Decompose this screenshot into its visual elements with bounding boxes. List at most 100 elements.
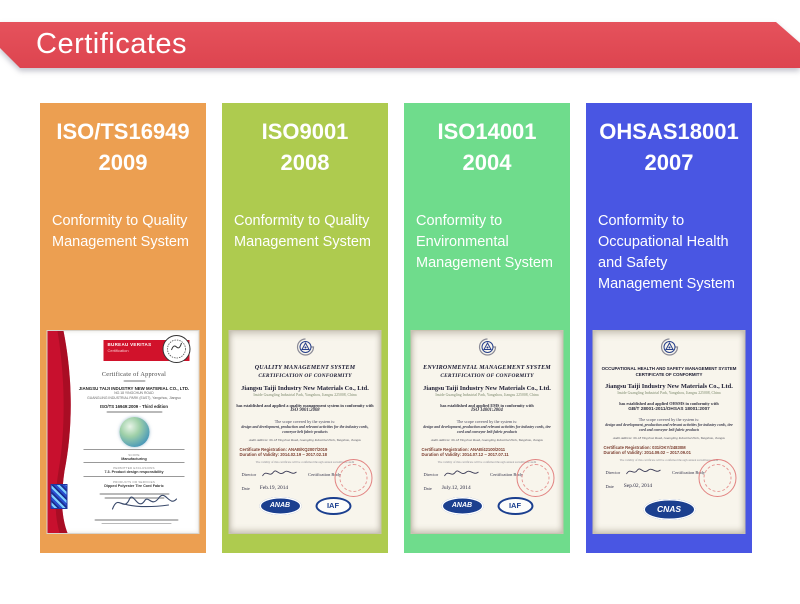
- cnas-logo: CNAS: [643, 499, 695, 521]
- validity-note: The validity of this certificate will be…: [619, 458, 719, 463]
- validity-duration: Duration of Validity: 2014.07.12 ~ 2017.…: [421, 451, 509, 457]
- certificate-registration: Certificate Registration: 031/OKY/24830M: [603, 444, 686, 450]
- certificate-title: Certificate of Approval: [101, 371, 167, 378]
- section-value: 7.3. Product design responsibility: [104, 470, 164, 475]
- signature: [111, 494, 178, 510]
- column-title-line2: 2007: [644, 150, 694, 175]
- signature: [443, 470, 479, 477]
- certification-mark-icon: [296, 338, 314, 356]
- section-label: PERMITTED EXCLUSIONS: [113, 466, 155, 471]
- approval-stamp-icon: [334, 459, 373, 497]
- certification-body-label: Certification Body: [672, 469, 705, 475]
- section-label: SCOPE: [128, 452, 140, 457]
- section-value: Dipped Polyester Tire Cord Fabric: [104, 483, 164, 488]
- company-name: Jiangsu Taiji Industry New Materials Co.…: [423, 384, 551, 392]
- red-swoosh-decoration: [47, 331, 71, 533]
- company-address: Inside Guangling Industrial Park, Yangzh…: [435, 392, 539, 397]
- certificate-image-ohsas18001: OCCUPATIONAL HEALTH AND SAFETY MANAGEMEN…: [592, 330, 746, 534]
- fine-print-block: [94, 517, 180, 526]
- fine-print-line: [94, 519, 179, 521]
- scope-text: design and development, production and r…: [241, 424, 369, 434]
- date-row: Date Sep.02, 2014: [594, 483, 745, 489]
- issue-date: Sep.02, 2014: [623, 483, 653, 490]
- conformity-statement: has established and applied EMS in confo…: [440, 402, 534, 408]
- certificate-image-iso14001: ENVIRONMENTAL MANAGEMENT SYSTEM CERTIFIC…: [410, 330, 564, 534]
- company-address-line1: NO.18 YINGCHUN ROAD: [114, 391, 154, 396]
- certificate-body: Certificate of Approval JIANGSU TAIJI IN…: [74, 371, 195, 501]
- system-title: ENVIRONMENTAL MANAGEMENT SYSTEM: [423, 365, 551, 371]
- validity-duration: Duration of Validity: 2014.02.19 ~ 2017.…: [239, 451, 327, 457]
- signature: [261, 470, 297, 477]
- column-title-line1: ISO14001: [437, 119, 537, 144]
- director-label: Director: [423, 471, 439, 477]
- system-subtitle: CERTIFICATION OF CONFORMITY: [440, 372, 534, 379]
- iaf-logo: IAF: [315, 497, 351, 516]
- bureau-veritas-seal-icon: [162, 335, 191, 363]
- system-title: QUALITY MANAGEMENT SYSTEM: [254, 365, 356, 371]
- column-title-line1: OHSAS18001: [599, 119, 739, 144]
- column-description: Conformity to Occupational Health and Sa…: [598, 213, 736, 292]
- date-row: Date July.12, 2014: [412, 485, 563, 491]
- title-banner-ribbon: Certificates: [0, 22, 800, 68]
- certification-mark-icon: [660, 338, 678, 356]
- column-description: Conformity to Environmental Management S…: [416, 213, 554, 271]
- issue-date: July.12, 2014: [441, 485, 471, 492]
- company-name: JIANGSU TAIJI INDUSTRY NEW MATERIAL CO.,…: [78, 386, 190, 391]
- accreditation-logos: CNAS: [594, 495, 745, 521]
- signature-row: Director Certification Body: [230, 468, 381, 480]
- certificate-columns: ISO/TS16949 2009 Conformity to Quality M…: [40, 103, 752, 553]
- certificate-image-bureau-veritas: BUREAU VERITAS Certification Certificate…: [46, 330, 200, 534]
- brand-name: BUREAU VERITAS: [107, 342, 152, 347]
- audit-address: Audit Address: No.18 Yingchun Road, Guan…: [248, 437, 362, 442]
- column-iso9001: ISO9001 2008 Conformity to Quality Manag…: [222, 103, 388, 553]
- conformity-statement: has established and applied a quality ma…: [236, 402, 374, 408]
- section-value: Manufacturing: [121, 456, 147, 461]
- column-title-line2: 2009: [98, 150, 148, 175]
- date-label: Date: [423, 485, 432, 491]
- scope-intro: The scope covered by the system is:: [456, 418, 518, 424]
- divider: [83, 448, 185, 450]
- registration-block: Certificate Registration: 031/OKY/24830M…: [604, 445, 745, 456]
- date-row: Date Feb.19, 2014: [230, 485, 381, 491]
- scope-intro: The scope covered by the system is:: [638, 417, 700, 422]
- system-subtitle: CERTIFICATE OF CONFORMITY: [635, 371, 703, 377]
- director-label: Director: [605, 469, 621, 475]
- anab-logo: ANAB: [441, 497, 483, 516]
- registration-block: Certificate Registration: ANAB/42100/201…: [422, 447, 563, 458]
- column-title: OHSAS18001 2007: [586, 103, 752, 178]
- accreditation-logos: ANAB IAF: [230, 497, 381, 516]
- scope-text: design and development, production and r…: [423, 424, 551, 434]
- globe-icon: [119, 416, 149, 447]
- certificate-image-iso9001: QUALITY MANAGEMENT SYSTEM CERTIFICATION …: [228, 330, 382, 534]
- signature-row: Director Certification Body: [412, 468, 563, 480]
- scope-text: design and development, production and r…: [605, 423, 733, 432]
- system-subtitle: CERTIFICATION OF CONFORMITY: [258, 372, 352, 379]
- approval-stamp-icon: [698, 459, 737, 497]
- standard-name: ISO 14001:2004: [471, 407, 503, 413]
- column-iso-ts16949: ISO/TS16949 2009 Conformity to Quality M…: [40, 103, 206, 553]
- column-description: Conformity to Quality Management System: [52, 213, 190, 250]
- slide-title: Certificates: [36, 28, 188, 60]
- column-title: ISO/TS16949 2009: [40, 103, 206, 178]
- approval-stamp-icon: [516, 459, 555, 497]
- certification-body-label: Certification Body: [308, 471, 341, 477]
- fine-print-line: [104, 496, 164, 499]
- divider: [83, 462, 185, 464]
- validity-note: The validity of this certificate will be…: [255, 460, 355, 465]
- fine-print-line: [123, 380, 145, 382]
- date-label: Date: [605, 483, 614, 489]
- anab-logo: ANAB: [259, 497, 301, 516]
- certification-mark-icon: [478, 338, 496, 356]
- certificate-registration: Certificate Registration: ANAB/42100/201…: [421, 446, 506, 452]
- column-description: Conformity to Quality Management System: [234, 213, 372, 250]
- hologram-sticker: [50, 484, 68, 509]
- column-title: ISO14001 2004: [404, 103, 570, 178]
- director-label: Director: [241, 471, 257, 477]
- certification-body-label: Certification Body: [490, 471, 523, 477]
- accreditation-logos: ANAB IAF: [412, 497, 563, 516]
- date-label: Date: [241, 485, 250, 491]
- standard-name: ISO 9001:2008: [290, 407, 320, 413]
- fine-print-line: [99, 492, 169, 495]
- standard-name: ISO/TS 16949:2009 - Third edition: [99, 404, 169, 410]
- title-banner: Certificates: [0, 22, 800, 68]
